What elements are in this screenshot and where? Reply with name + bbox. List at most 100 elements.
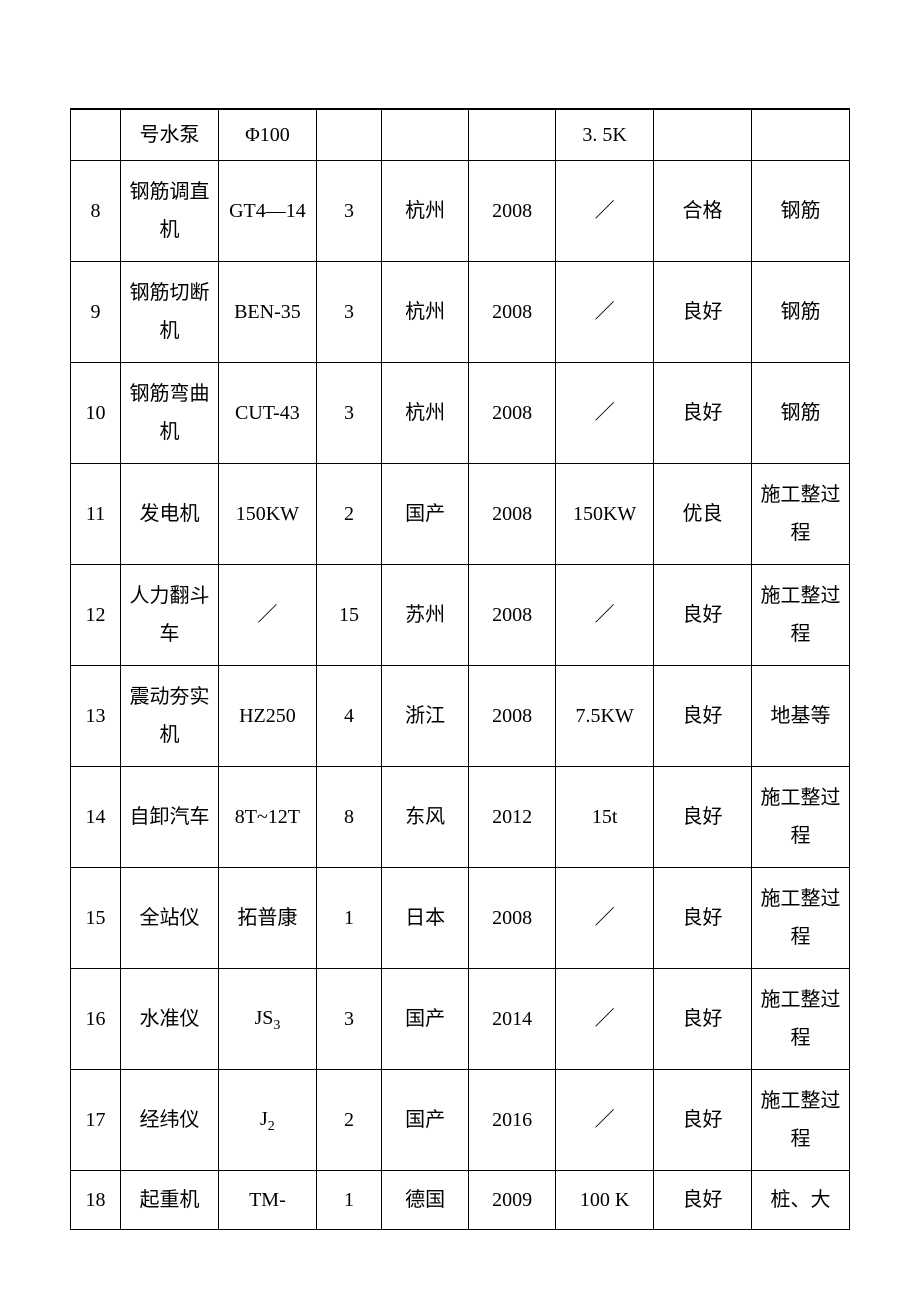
cell-seq: 15 (71, 868, 121, 969)
table-row: 9 钢筋切断机 BEN-35 3 杭州 2008 ／ 良好 钢筋 (71, 262, 850, 363)
cell-power: ／ (556, 565, 654, 666)
cell-origin: 杭州 (382, 363, 469, 464)
cell-qty: 2 (316, 1070, 381, 1171)
cell-model: J2 (218, 1070, 316, 1171)
cell-origin: 东风 (382, 767, 469, 868)
cell-condition: 良好 (654, 363, 752, 464)
cell-seq: 14 (71, 767, 121, 868)
cell-usage: 钢筋 (752, 161, 850, 262)
cell-seq: 17 (71, 1070, 121, 1171)
cell-condition: 良好 (654, 666, 752, 767)
table-row: 14 自卸汽车 8T~12T 8 东风 2012 15t 良好 施工整过程 (71, 767, 850, 868)
cell-model: GT4—14 (218, 161, 316, 262)
cell-year: 2008 (469, 666, 556, 767)
cell-name: 经纬仪 (121, 1070, 219, 1171)
cell-name: 全站仪 (121, 868, 219, 969)
cell-usage (752, 109, 850, 161)
cell-seq: 9 (71, 262, 121, 363)
table-row: 18 起重机 TM- 1 德国 2009 100 K 良好 桩、大 (71, 1171, 850, 1230)
cell-year: 2008 (469, 464, 556, 565)
cell-name: 自卸汽车 (121, 767, 219, 868)
cell-year: 2008 (469, 868, 556, 969)
cell-qty: 3 (316, 161, 381, 262)
cell-name: 发电机 (121, 464, 219, 565)
cell-usage: 施工整过程 (752, 1070, 850, 1171)
table-row: 13 震动夯实机 HZ250 4 浙江 2008 7.5KW 良好 地基等 (71, 666, 850, 767)
cell-usage: 地基等 (752, 666, 850, 767)
cell-origin: 杭州 (382, 161, 469, 262)
cell-model: 8T~12T (218, 767, 316, 868)
cell-usage: 施工整过程 (752, 868, 850, 969)
cell-condition: 良好 (654, 868, 752, 969)
cell-origin: 国产 (382, 969, 469, 1070)
cell-power: 150KW (556, 464, 654, 565)
cell-qty (316, 109, 381, 161)
cell-model: HZ250 (218, 666, 316, 767)
cell-model: JS3 (218, 969, 316, 1070)
cell-power: ／ (556, 161, 654, 262)
cell-usage: 施工整过程 (752, 969, 850, 1070)
cell-name: 钢筋弯曲机 (121, 363, 219, 464)
cell-origin: 国产 (382, 464, 469, 565)
cell-power: ／ (556, 969, 654, 1070)
cell-year: 2012 (469, 767, 556, 868)
cell-model: Φ100 (218, 109, 316, 161)
cell-name: 钢筋切断机 (121, 262, 219, 363)
cell-usage: 施工整过程 (752, 464, 850, 565)
cell-qty: 3 (316, 262, 381, 363)
cell-condition: 良好 (654, 969, 752, 1070)
cell-name: 震动夯实机 (121, 666, 219, 767)
cell-name: 号水泵 (121, 109, 219, 161)
cell-origin: 杭州 (382, 262, 469, 363)
cell-origin: 浙江 (382, 666, 469, 767)
cell-model: TM- (218, 1171, 316, 1230)
cell-condition: 合格 (654, 161, 752, 262)
cell-seq: 8 (71, 161, 121, 262)
table-row: 16 水准仪 JS3 3 国产 2014 ／ 良好 施工整过程 (71, 969, 850, 1070)
cell-condition (654, 109, 752, 161)
cell-seq: 12 (71, 565, 121, 666)
table-row: 15 全站仪 拓普康 1 日本 2008 ／ 良好 施工整过程 (71, 868, 850, 969)
cell-qty: 3 (316, 363, 381, 464)
cell-seq: 10 (71, 363, 121, 464)
cell-model: BEN-35 (218, 262, 316, 363)
cell-power: ／ (556, 868, 654, 969)
cell-model: 拓普康 (218, 868, 316, 969)
cell-power: 7.5KW (556, 666, 654, 767)
cell-qty: 3 (316, 969, 381, 1070)
cell-model: 150KW (218, 464, 316, 565)
cell-power: 15t (556, 767, 654, 868)
equipment-table: 号水泵 Φ100 3. 5K 8 钢筋调直机 GT4—14 3 杭州 2008 … (70, 108, 850, 1230)
cell-usage: 桩、大 (752, 1171, 850, 1230)
cell-condition: 良好 (654, 1171, 752, 1230)
cell-usage: 施工整过程 (752, 565, 850, 666)
cell-qty: 15 (316, 565, 381, 666)
cell-condition: 良好 (654, 262, 752, 363)
table-row: 12 人力翻斗车 ／ 15 苏州 2008 ／ 良好 施工整过程 (71, 565, 850, 666)
cell-qty: 4 (316, 666, 381, 767)
cell-seq: 16 (71, 969, 121, 1070)
cell-origin: 德国 (382, 1171, 469, 1230)
cell-year: 2014 (469, 969, 556, 1070)
cell-year: 2008 (469, 565, 556, 666)
cell-year: 2009 (469, 1171, 556, 1230)
table-body: 号水泵 Φ100 3. 5K 8 钢筋调直机 GT4—14 3 杭州 2008 … (71, 109, 850, 1230)
cell-year: 2016 (469, 1070, 556, 1171)
cell-power: ／ (556, 363, 654, 464)
cell-power: ／ (556, 262, 654, 363)
cell-condition: 良好 (654, 565, 752, 666)
cell-condition: 优良 (654, 464, 752, 565)
table-row: 17 经纬仪 J2 2 国产 2016 ／ 良好 施工整过程 (71, 1070, 850, 1171)
cell-usage: 钢筋 (752, 363, 850, 464)
table-row: 8 钢筋调直机 GT4—14 3 杭州 2008 ／ 合格 钢筋 (71, 161, 850, 262)
cell-model: ／ (218, 565, 316, 666)
cell-seq: 18 (71, 1171, 121, 1230)
cell-qty: 1 (316, 1171, 381, 1230)
cell-power: ／ (556, 1070, 654, 1171)
cell-origin (382, 109, 469, 161)
cell-year (469, 109, 556, 161)
cell-qty: 8 (316, 767, 381, 868)
cell-usage: 钢筋 (752, 262, 850, 363)
table-row: 11 发电机 150KW 2 国产 2008 150KW 优良 施工整过程 (71, 464, 850, 565)
cell-qty: 1 (316, 868, 381, 969)
